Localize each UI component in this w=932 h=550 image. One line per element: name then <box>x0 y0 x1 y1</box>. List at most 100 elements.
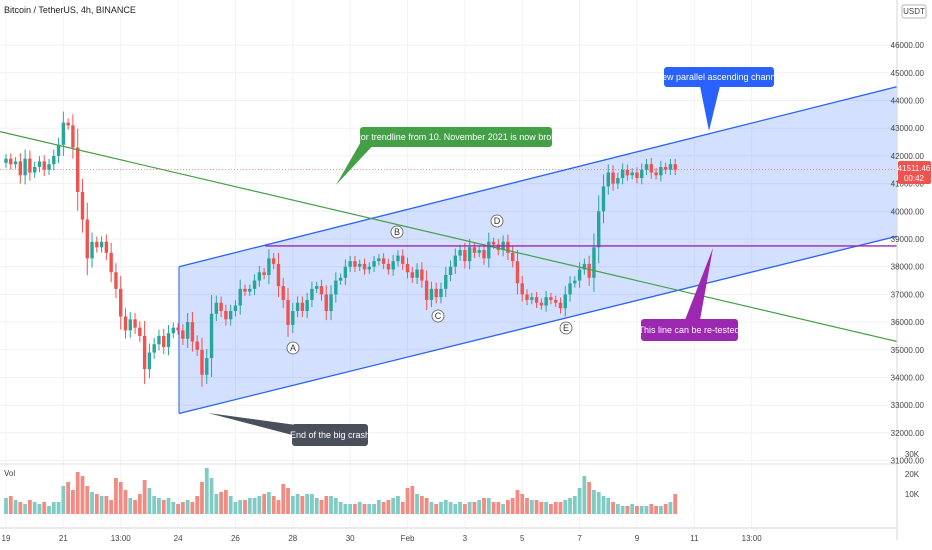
candle <box>525 289 529 306</box>
volume-bar <box>190 502 195 514</box>
candle <box>640 163 644 185</box>
volume-bar <box>635 506 639 514</box>
candle <box>123 308 128 339</box>
volume-bar <box>42 502 47 514</box>
volume-bar <box>410 486 415 514</box>
volume-bar <box>257 496 262 514</box>
svg-text:C: C <box>435 311 442 321</box>
volume-bar <box>477 500 482 514</box>
volume-bar <box>510 498 515 514</box>
volume-bar <box>238 500 243 514</box>
volume-bars <box>4 468 678 514</box>
volume-bar <box>496 502 501 514</box>
candle <box>625 164 630 181</box>
wave-marker-d: D <box>490 214 504 228</box>
candle <box>587 255 591 286</box>
candle <box>119 275 123 330</box>
candle <box>520 276 524 302</box>
date-tick-label: 19 <box>2 534 11 543</box>
volume-bar <box>114 478 118 514</box>
volume-bar <box>654 506 658 514</box>
volume-bar <box>262 494 267 514</box>
candle <box>453 248 458 274</box>
candle <box>152 338 156 359</box>
wave-marker-b: B <box>390 225 404 239</box>
candle <box>319 279 324 301</box>
volume-bar <box>171 502 176 514</box>
volume-bar <box>85 486 90 514</box>
volume-bar <box>71 490 75 514</box>
volume-bar <box>663 504 668 514</box>
ascending-channel <box>178 86 898 415</box>
volume-bar <box>219 492 223 514</box>
candle <box>386 258 391 275</box>
price-tick-label: 36000.00 <box>891 318 925 327</box>
candle <box>568 276 572 302</box>
volume-bar <box>472 502 477 514</box>
volume-bar <box>343 504 348 514</box>
callout-retest[interactable]: This line can be re-tested <box>638 248 740 341</box>
svg-text:00:42: 00:42 <box>904 174 925 183</box>
volume-bar <box>80 476 85 514</box>
volume-bar <box>300 496 305 514</box>
volume-bar <box>611 502 615 514</box>
candle <box>243 284 247 296</box>
candle <box>515 250 520 295</box>
date-tick-label: 28 <box>288 534 297 543</box>
candle <box>300 296 305 318</box>
volume-bar <box>94 494 99 514</box>
candle <box>573 276 577 288</box>
volume-bar <box>128 498 133 514</box>
callout-channel[interactable]: New parallel ascending channel <box>655 67 783 131</box>
volume-bar <box>501 504 506 514</box>
price-axis[interactable]: 46000.00 45000.00 44000.00 43000.00 42000.00… <box>891 0 931 540</box>
candle <box>606 164 610 195</box>
candle <box>248 284 252 296</box>
volume-bar <box>142 480 147 514</box>
candle <box>496 239 501 256</box>
volume-bar <box>281 484 286 514</box>
volume-bar <box>209 478 214 514</box>
candle <box>467 239 472 270</box>
candle <box>663 162 668 175</box>
svg-text:B: B <box>394 227 400 237</box>
candle <box>109 242 113 283</box>
callout-trendline[interactable]: Major trendline from 10. November 2021 i… <box>336 127 566 185</box>
volume-bar <box>8 496 13 514</box>
candle <box>252 274 257 296</box>
candle <box>611 165 615 191</box>
candle <box>286 287 290 337</box>
volume-bar <box>400 502 405 514</box>
volume-bar <box>338 502 343 514</box>
major-downtrend-line <box>0 131 898 343</box>
candle <box>195 335 199 357</box>
candle <box>205 348 209 384</box>
candle <box>104 234 109 261</box>
candle <box>482 243 486 265</box>
date-tick-label: 24 <box>174 534 183 543</box>
candle <box>597 195 601 264</box>
candle <box>90 232 94 268</box>
volume-bar <box>630 504 635 514</box>
volume-bar <box>319 500 324 514</box>
wave-marker-c: C <box>431 309 445 323</box>
time-axis[interactable]: 19 21 13:00 24 26 28 30 Feb 3 5 7 9 11 13:00 <box>0 527 897 543</box>
callout-crash[interactable]: End of the big crash <box>208 413 370 446</box>
wave-marker-a: A <box>286 341 300 355</box>
volume-bar <box>66 482 71 514</box>
volume-bar <box>376 500 381 514</box>
volume-bar <box>314 498 319 514</box>
candle <box>668 158 673 176</box>
volume-bar <box>405 488 410 514</box>
price-tick-label: 42000.00 <box>891 152 925 161</box>
candle <box>630 168 634 180</box>
candle <box>295 296 300 318</box>
candle <box>530 292 534 305</box>
volume-bar <box>28 500 32 514</box>
candle <box>329 285 333 321</box>
volume-bar <box>419 496 424 514</box>
volume-bar <box>668 502 673 514</box>
volume-bar <box>592 490 596 514</box>
